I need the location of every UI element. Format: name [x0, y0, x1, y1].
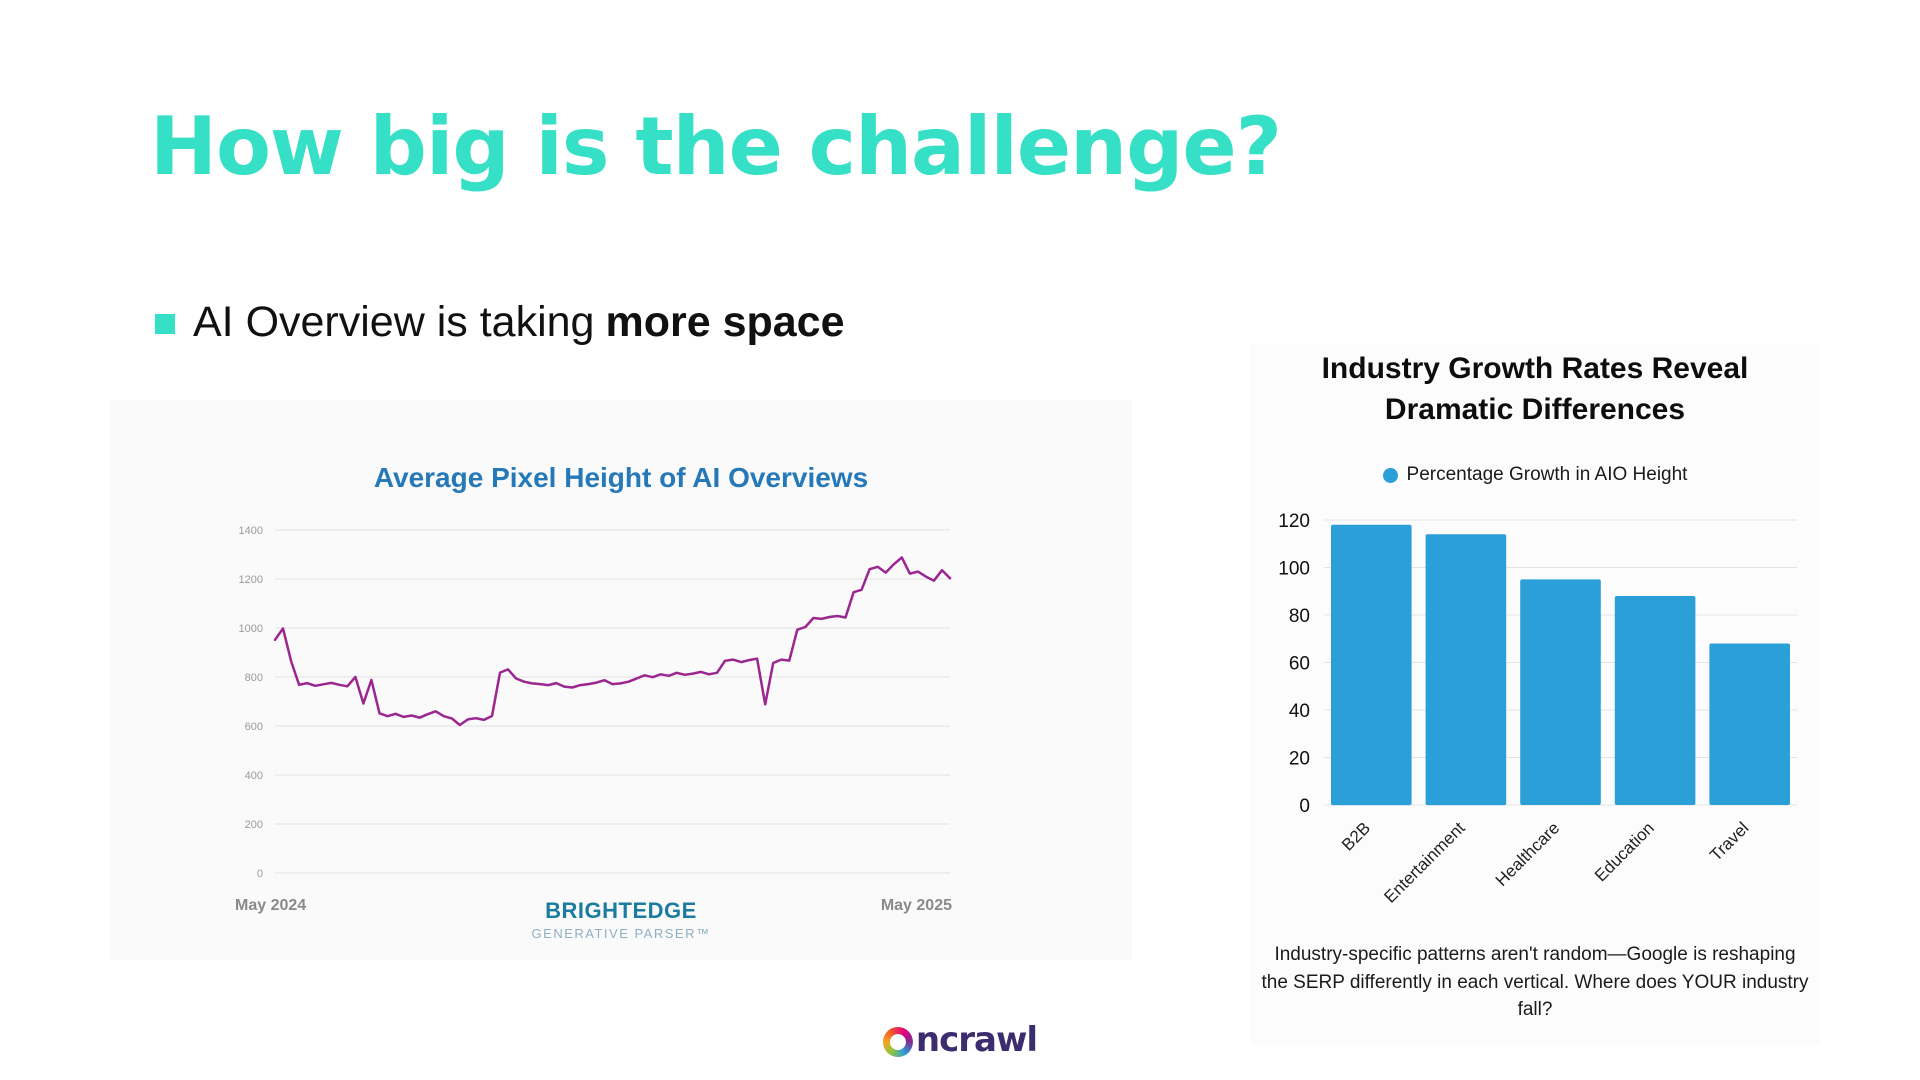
- bar-chart-title: Industry Growth Rates Reveal Dramatic Di…: [1250, 345, 1820, 430]
- legend-label: Percentage Growth in AIO Height: [1406, 464, 1688, 485]
- y-tick-label: 1200: [239, 574, 263, 586]
- y-tick-label: 800: [245, 672, 263, 684]
- y-tick-label: 200: [245, 819, 263, 831]
- oncrawl-logo: ncrawl: [882, 1020, 1038, 1060]
- bar-education: [1614, 596, 1696, 805]
- bullet-text: AI Overview is taking more space: [193, 298, 845, 347]
- bar-entertainment: [1425, 534, 1507, 806]
- y-tick-label: 1400: [239, 525, 263, 537]
- oncrawl-logo-text: ncrawl: [915, 1020, 1038, 1060]
- x-category-label: B2B: [1338, 818, 1374, 854]
- y-tick-label: 400: [245, 770, 263, 782]
- x-category-label: Travel: [1706, 818, 1752, 864]
- bar-chart-title-line1: Industry Growth Rates Reveal: [1321, 352, 1749, 385]
- bar-travel: [1709, 643, 1790, 805]
- x-axis-label-end: May 2025: [880, 897, 952, 914]
- bar-chart-legend: Percentage Growth in AIO Height: [1250, 464, 1820, 486]
- brand-name: BRIGHTEDGE: [545, 898, 697, 923]
- y-tick-label: 0: [1299, 796, 1310, 817]
- pixel-height-chart-panel: Average Pixel Height of AI Overviews 0 20…: [110, 400, 1132, 960]
- brightedge-brand: BRIGHTEDGE GENERATIVE PARSER™: [110, 898, 1132, 941]
- bar-b2b: [1331, 524, 1412, 806]
- y-tick-label: 600: [245, 721, 263, 733]
- legend-dot-icon: [1382, 467, 1398, 483]
- bullet-text-bold: more space: [605, 298, 845, 346]
- y-tick-label: 100: [1278, 559, 1310, 580]
- y-tick-label: 20: [1289, 749, 1310, 770]
- y-tick-label: 1000: [239, 623, 263, 635]
- y-tick-label: 80: [1289, 606, 1310, 627]
- y-tick-label: 40: [1289, 701, 1310, 722]
- y-tick-label: 0: [257, 868, 263, 880]
- y-tick-label: 60: [1289, 654, 1310, 675]
- oncrawl-logo-o-icon: [882, 1027, 913, 1057]
- bullet-square-icon: [155, 314, 175, 334]
- bar-healthcare: [1520, 579, 1601, 805]
- x-axis-label-start: May 2024: [235, 897, 307, 914]
- line-chart-title: Average Pixel Height of AI Overviews: [373, 462, 869, 493]
- bullet-item: AI Overview is taking more space: [155, 298, 845, 347]
- industry-growth-chart-panel: Industry Growth Rates Reveal Dramatic Di…: [1250, 345, 1820, 1045]
- industry-growth-bar-chart: 0 20 40 60 80 100 120 B2B Entertainment Healthcar…: [1278, 511, 1797, 907]
- slide-title: How big is the challenge?: [150, 100, 1282, 193]
- x-category-label: Healthcare: [1492, 818, 1564, 890]
- bar-chart-title-line2: Dramatic Differences: [1384, 392, 1686, 426]
- brand-subtitle: GENERATIVE PARSER™: [531, 926, 711, 941]
- bar-chart-caption: Industry-specific patterns aren't random…: [1261, 944, 1809, 1021]
- aio-height-series-line: [273, 556, 952, 727]
- pixel-height-line-chart: 0 200 400 600 800 1000 1200 1400: [239, 525, 952, 880]
- bullet-text-regular: AI Overview is taking: [193, 298, 595, 346]
- oncrawl-logo-o-inner: [889, 1034, 906, 1050]
- x-category-label: Entertainment: [1380, 818, 1468, 906]
- x-category-label: Education: [1591, 818, 1658, 885]
- y-tick-label: 120: [1278, 511, 1310, 532]
